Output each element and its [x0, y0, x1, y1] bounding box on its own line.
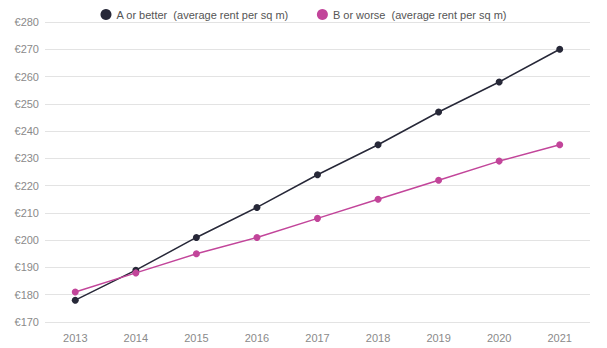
svg-text:€170: €170: [15, 316, 39, 328]
svg-text:2018: 2018: [366, 332, 390, 344]
svg-text:€230: €230: [15, 152, 39, 164]
svg-text:€240: €240: [15, 125, 39, 137]
svg-text:€270: €270: [15, 43, 39, 55]
svg-text:2016: 2016: [245, 332, 269, 344]
svg-text:2020: 2020: [487, 332, 511, 344]
svg-text:2017: 2017: [305, 332, 329, 344]
svg-text:€190: €190: [15, 261, 39, 273]
svg-text:€200: €200: [15, 234, 39, 246]
svg-text:€220: €220: [15, 180, 39, 192]
svg-text:€260: €260: [15, 71, 39, 83]
svg-text:€210: €210: [15, 207, 39, 219]
svg-text:A or better (average rent per: A or better (average rent per sq m): [116, 9, 288, 21]
svg-text:2015: 2015: [184, 332, 208, 344]
svg-text:€180: €180: [15, 289, 39, 301]
svg-text:2013: 2013: [63, 332, 87, 344]
svg-text:€280: €280: [15, 16, 39, 28]
svg-text:2019: 2019: [426, 332, 450, 344]
svg-text:2014: 2014: [124, 332, 148, 344]
svg-text:€250: €250: [15, 98, 39, 110]
svg-text:B or worse (average rent per: B or worse (average rent per sq m): [333, 9, 507, 21]
svg-text:2021: 2021: [547, 332, 571, 344]
